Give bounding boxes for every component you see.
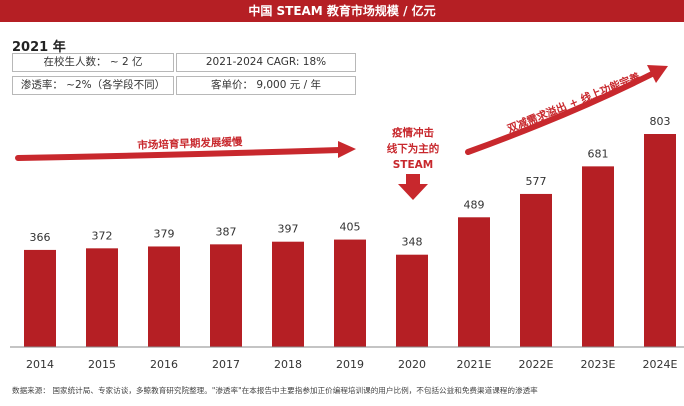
value-label-2020: 348 bbox=[402, 236, 423, 249]
chart-title: 中国 STEAM 教育市场规模 / 亿元 bbox=[0, 0, 684, 22]
price-info: 客单价： 9,000 元 / 年 bbox=[176, 76, 356, 95]
value-label-2024E: 803 bbox=[650, 115, 671, 128]
x-tick-2017: 2017 bbox=[212, 358, 240, 371]
growth-trend-arrowhead bbox=[647, 65, 668, 83]
year-label: 2021 年 bbox=[12, 40, 66, 55]
x-tick-2023E: 2023E bbox=[581, 358, 616, 371]
penetration-info: 渗透率： ~2%（各学段不同） bbox=[12, 76, 174, 95]
bar-2015 bbox=[86, 248, 118, 347]
bar-2023E bbox=[582, 166, 614, 347]
value-label-2021E: 489 bbox=[464, 198, 485, 211]
value-label-2017: 387 bbox=[216, 225, 237, 238]
x-tick-2015: 2015 bbox=[88, 358, 116, 371]
value-label-2015: 372 bbox=[92, 229, 113, 242]
annotation-covid-line2: 线下为主的 bbox=[387, 142, 440, 155]
value-label-2023E: 681 bbox=[588, 147, 609, 160]
bar-2017 bbox=[210, 244, 242, 347]
annotation-early: 市场培育早期发展缓慢 bbox=[137, 135, 243, 152]
bar-2019 bbox=[334, 239, 366, 347]
x-tick-2018: 2018 bbox=[274, 358, 302, 371]
value-label-2014: 366 bbox=[30, 231, 51, 244]
x-tick-2024E: 2024E bbox=[643, 358, 678, 371]
early-trend-arrowhead bbox=[338, 141, 356, 158]
covid-down-arrow bbox=[398, 174, 428, 200]
bar-2018 bbox=[272, 241, 304, 347]
x-tick-2020: 2020 bbox=[398, 358, 426, 371]
bar-2016 bbox=[148, 246, 180, 347]
x-tick-2021E: 2021E bbox=[457, 358, 492, 371]
students-info: 在校生人数： ~ 2 亿 bbox=[12, 53, 174, 72]
bar-2022E bbox=[520, 193, 552, 347]
x-tick-2019: 2019 bbox=[336, 358, 364, 371]
value-label-2019: 405 bbox=[340, 221, 361, 234]
x-tick-2022E: 2022E bbox=[519, 358, 554, 371]
value-label-2022E: 577 bbox=[526, 175, 547, 188]
annotation-covid-line3: STEAM bbox=[393, 159, 433, 171]
annotation-covid-line1: 疫情冲击 bbox=[392, 126, 434, 139]
early-trend-arrow bbox=[15, 147, 343, 161]
growth-trend-arrow bbox=[465, 71, 655, 155]
bar-2014 bbox=[24, 249, 56, 347]
bar-2021E bbox=[458, 217, 490, 347]
footnote: 数据来源： 国家统计局、专家访谈，多鲸教育研究院整理。"渗透率"在本报告中主要指… bbox=[12, 386, 538, 395]
value-label-2018: 397 bbox=[278, 223, 299, 236]
bar-2020 bbox=[396, 254, 428, 347]
x-tick-2014: 2014 bbox=[26, 358, 54, 371]
bar-2024E bbox=[644, 134, 676, 347]
annotation-growth: 双减需求溢出 + 线上功能完善 bbox=[504, 70, 642, 136]
value-label-2016: 379 bbox=[154, 227, 175, 240]
x-tick-2016: 2016 bbox=[150, 358, 178, 371]
cagr-info: 2021-2024 CAGR: 18% bbox=[176, 53, 356, 72]
